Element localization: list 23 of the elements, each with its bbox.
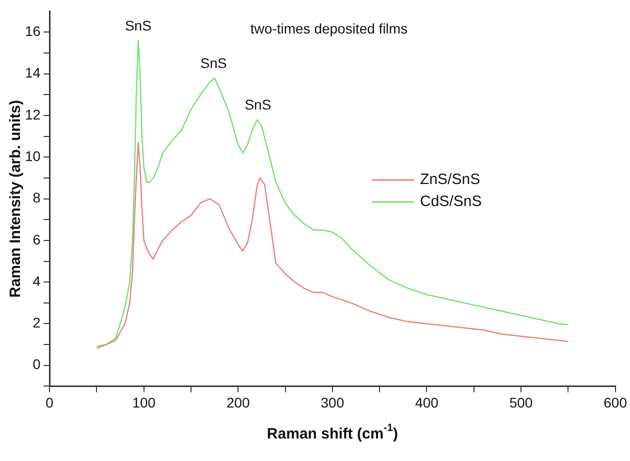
y-tick-label: 12 (24, 106, 41, 122)
legend-label: CdS/SnS (420, 193, 482, 210)
y-tick-label: 4 (32, 272, 41, 289)
y-tick-label: 0 (32, 356, 41, 372)
x-tick-label: 500 (509, 394, 533, 410)
x-tick-label: 600 (604, 394, 628, 410)
y-tick-label: 14 (24, 64, 41, 81)
x-tick-label: 400 (415, 394, 439, 410)
y-tick-label: 8 (32, 190, 41, 206)
annotation: SnS (200, 54, 227, 71)
annotation: SnS (244, 96, 272, 113)
y-tick-label: 16 (24, 23, 41, 40)
y-tick-label: 10 (24, 148, 41, 164)
legend-label: ZnS/SnS (420, 171, 480, 188)
y-axis-title: Raman Intensity (arb. units) (7, 100, 24, 298)
x-tick-label: 200 (226, 394, 250, 410)
x-tick-label: 300 (320, 394, 344, 410)
annotation: SnS (124, 17, 152, 34)
annotation: two-times deposited films (250, 20, 408, 36)
x-tick-label: 0 (46, 394, 54, 410)
y-tick-label: 6 (32, 231, 41, 248)
x-tick-label: 100 (132, 394, 156, 410)
y-tick-label: 2 (32, 314, 41, 331)
